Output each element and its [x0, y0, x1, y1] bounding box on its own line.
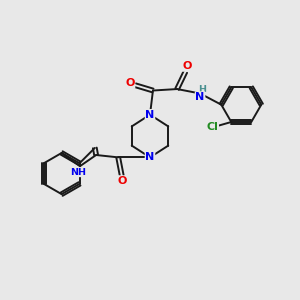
Text: Cl: Cl	[206, 122, 218, 132]
Text: H: H	[198, 85, 206, 94]
Text: N: N	[195, 92, 205, 102]
Text: N: N	[146, 152, 154, 162]
Text: O: O	[182, 61, 192, 71]
Text: O: O	[118, 176, 127, 186]
Text: NH: NH	[70, 168, 86, 177]
Text: N: N	[146, 110, 154, 120]
Text: O: O	[125, 78, 135, 88]
